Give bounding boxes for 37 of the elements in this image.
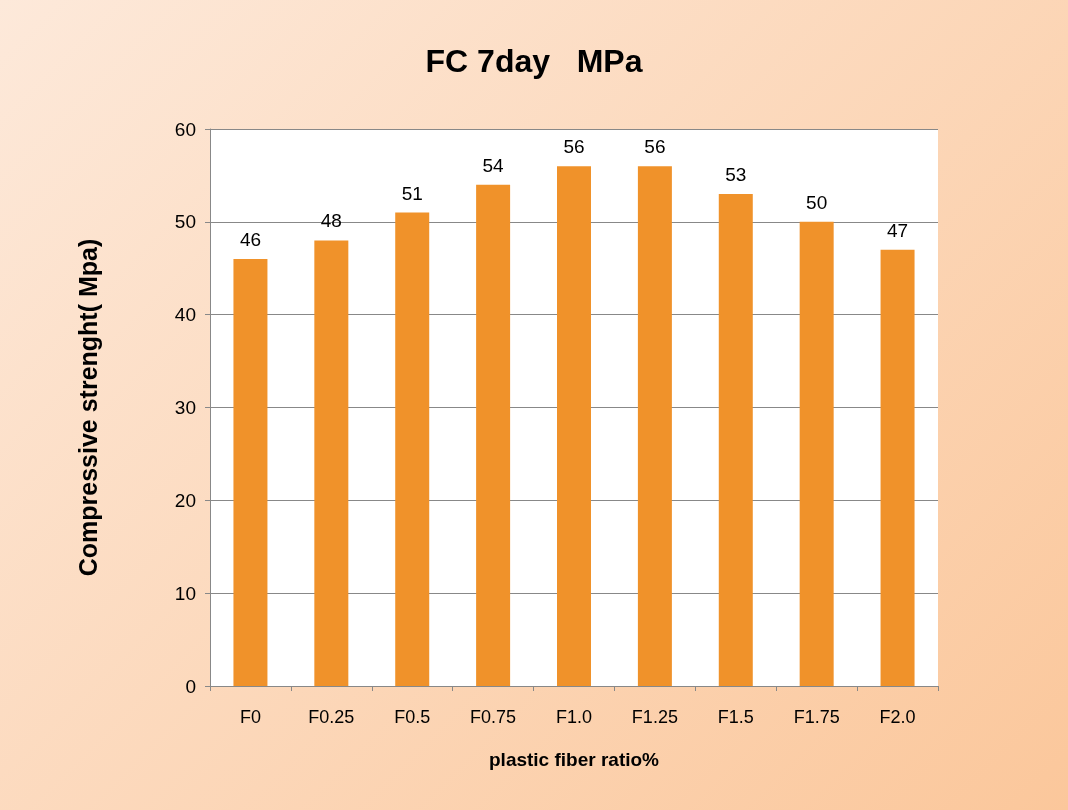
chart-title: FC 7day MPa	[425, 43, 643, 79]
y-tick-label: 0	[185, 675, 196, 697]
y-axis-title: Compressive strenght( Mpa)	[73, 238, 102, 577]
x-tick-label: F0.5	[394, 707, 431, 727]
bar	[476, 184, 511, 686]
data-label: 56	[644, 136, 666, 158]
data-label: 54	[482, 154, 505, 176]
bar	[718, 193, 753, 686]
data-label: 51	[401, 182, 423, 204]
x-tick-label: F1.0	[555, 707, 593, 727]
data-label: 56	[563, 136, 585, 158]
data-label: 48	[320, 210, 342, 232]
data-label: 50	[806, 191, 828, 213]
bar	[233, 258, 268, 686]
y-tick-label: 50	[174, 211, 196, 233]
y-tick-label: 60	[174, 118, 196, 140]
bar	[880, 249, 915, 686]
x-tick-label: F1.25	[631, 707, 678, 727]
x-tick-label: F0.25	[308, 707, 355, 727]
bar	[557, 166, 591, 686]
y-tick-label: 10	[174, 582, 196, 604]
x-axis-title: plastic fiber ratio%	[489, 749, 660, 770]
x-tick-label: F1.5	[717, 707, 754, 727]
data-label: 46	[239, 228, 262, 250]
y-tick-label: 30	[174, 397, 196, 418]
x-tick-label: F1.75	[793, 707, 840, 727]
bar	[799, 221, 834, 686]
data-label: 53	[725, 163, 747, 185]
y-tick-label: 40	[174, 304, 196, 326]
bar	[314, 240, 349, 686]
x-tick-label: F2.0	[879, 707, 916, 727]
data-label: 47	[886, 219, 909, 241]
y-tick-label: 20	[174, 489, 196, 511]
bar	[395, 212, 430, 686]
bar	[637, 166, 672, 686]
x-tick-label: F0.75	[470, 707, 517, 727]
x-tick-label: F0	[239, 707, 261, 727]
